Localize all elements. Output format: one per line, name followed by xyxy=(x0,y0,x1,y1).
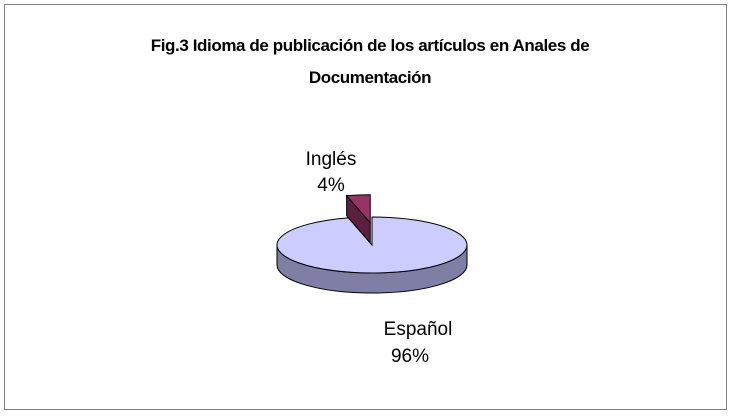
slice-value-label: 96% xyxy=(391,346,429,367)
pie-slice xyxy=(345,194,371,225)
pie-slice xyxy=(276,216,468,274)
slice-label: Español xyxy=(384,319,453,340)
slice-label: Inglés xyxy=(306,149,357,170)
chart-frame xyxy=(4,4,727,410)
slice-value-label: 4% xyxy=(317,175,345,196)
chart-title: Fig.3 Idioma de publicación de los artíc… xyxy=(150,36,590,87)
